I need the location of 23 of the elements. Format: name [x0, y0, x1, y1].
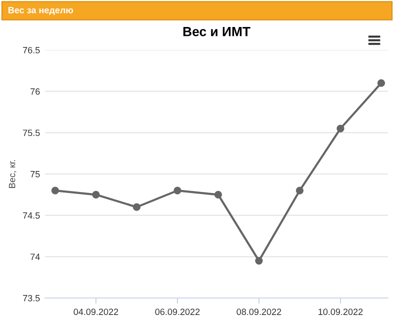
point: [174, 186, 182, 194]
y-axis-title: Вес, кг.: [8, 160, 16, 188]
y-tick-label: 76: [30, 88, 40, 95]
y-tick-label: 74: [30, 254, 40, 260]
point: [132, 203, 141, 211]
text: Вес за неделю: [8, 7, 74, 16]
point: [296, 186, 304, 194]
y-tick-label: 74.5: [23, 212, 40, 219]
point: [336, 124, 344, 132]
point: [255, 256, 263, 265]
y-tick-label: 76.5: [23, 46, 40, 54]
point: [377, 79, 386, 87]
y-tick-label: 75.5: [23, 130, 40, 136]
y-tick-label: 75: [30, 171, 40, 178]
point: [214, 190, 222, 198]
chart-title: Вес и ИМТ: [183, 27, 250, 36]
x-tick-label: 10.09.2022: [318, 308, 363, 316]
y-tick-label: 73.5: [23, 294, 40, 302]
point: [92, 190, 100, 198]
x-tick-label: 06.09.2022: [155, 308, 200, 316]
x-tick-label: 04.09.2022: [74, 308, 118, 316]
point: [51, 186, 60, 194]
x-tick-label: 08.09.2022: [236, 308, 282, 316]
